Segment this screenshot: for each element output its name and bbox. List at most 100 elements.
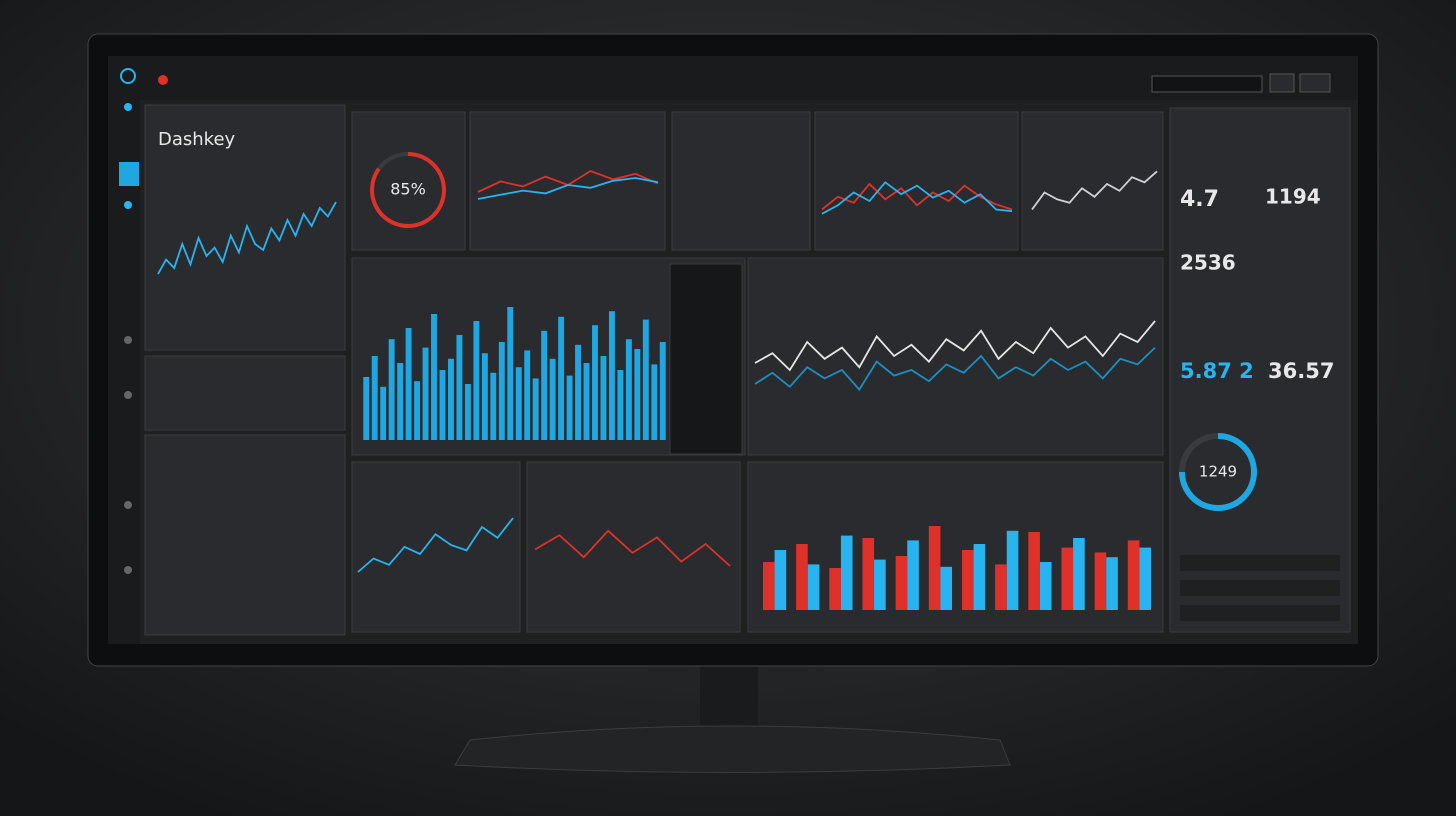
sidebar-item-active[interactable] <box>119 162 139 186</box>
line-series <box>1031 170 1158 211</box>
bar <box>541 330 548 440</box>
bar <box>651 364 658 440</box>
list-row[interactable] <box>1180 555 1340 571</box>
bar <box>380 386 387 440</box>
bar <box>447 358 454 440</box>
dropdown-menu[interactable] <box>669 263 743 455</box>
sidebar-icon[interactable] <box>124 336 132 344</box>
bar <box>1028 532 1040 610</box>
bar <box>940 566 953 610</box>
stat: 2536 <box>1180 251 1236 275</box>
bar <box>566 375 573 440</box>
line-series <box>754 320 1156 372</box>
bar <box>995 564 1007 610</box>
bar <box>397 363 404 440</box>
bar <box>961 550 974 610</box>
sidebar-icon[interactable] <box>124 566 132 574</box>
bar <box>840 535 853 610</box>
sidebar-icon[interactable] <box>124 391 132 399</box>
panel <box>814 111 1019 251</box>
panel <box>671 111 811 251</box>
app-title: Dashkey <box>158 129 236 150</box>
bar <box>796 544 808 610</box>
bar <box>762 562 775 610</box>
monitor-neck <box>700 660 758 730</box>
bar <box>625 339 632 440</box>
sidebar-icon[interactable] <box>124 501 132 509</box>
bar <box>371 356 378 440</box>
monitor-base <box>454 725 1011 773</box>
bar <box>431 314 437 440</box>
line-series <box>534 529 731 567</box>
panel <box>469 111 666 251</box>
bar <box>1039 562 1052 610</box>
bar <box>642 319 649 440</box>
sidebar-icon[interactable] <box>124 103 132 111</box>
stat: 36.57 <box>1268 359 1334 383</box>
bar <box>774 550 787 610</box>
line-series <box>821 182 1013 211</box>
bar <box>1139 547 1152 610</box>
bar <box>1127 540 1140 610</box>
stat: 1194 <box>1265 185 1321 209</box>
nav-button[interactable] <box>1269 73 1295 93</box>
top-bar <box>108 56 1358 100</box>
bar <box>422 347 429 440</box>
panel <box>144 434 346 636</box>
bar <box>600 356 607 440</box>
bar <box>439 370 446 440</box>
bar <box>405 328 412 440</box>
bar <box>464 384 471 440</box>
logo[interactable] <box>120 68 136 84</box>
bar <box>515 367 522 440</box>
bar <box>507 307 514 440</box>
bar <box>473 321 480 440</box>
bar <box>874 559 886 610</box>
sidebar <box>108 100 140 644</box>
list-row[interactable] <box>1180 580 1340 596</box>
bar <box>807 564 820 610</box>
bar <box>1106 557 1118 610</box>
bar <box>592 325 598 440</box>
list-row[interactable] <box>1180 605 1340 621</box>
line-series <box>477 177 659 200</box>
line-series <box>357 517 514 573</box>
bar <box>498 342 505 440</box>
bar <box>532 378 539 440</box>
bar <box>608 311 615 440</box>
gauge-arc <box>370 152 446 228</box>
bar <box>928 526 941 610</box>
bar <box>524 350 531 440</box>
stat: 5.87 2 <box>1180 359 1254 383</box>
bar <box>659 342 666 440</box>
line-series <box>821 181 1013 215</box>
panel <box>1169 107 1351 633</box>
bar <box>634 349 641 440</box>
bar <box>583 363 590 440</box>
bar <box>1094 552 1107 610</box>
panel <box>144 355 346 431</box>
nav-button[interactable] <box>1299 73 1331 93</box>
panel <box>351 461 521 633</box>
search-box[interactable] <box>1151 75 1263 93</box>
line-series <box>157 201 337 275</box>
bar <box>363 377 370 440</box>
bar <box>973 544 986 610</box>
nav-icon[interactable] <box>158 75 168 85</box>
bar <box>1073 538 1085 610</box>
bar <box>414 381 421 440</box>
gauge-label: 85% <box>390 180 426 199</box>
sidebar-icon[interactable] <box>124 201 132 209</box>
bar <box>490 372 497 440</box>
bar <box>549 358 556 440</box>
ring-arc <box>1179 433 1257 511</box>
line-series <box>754 346 1156 392</box>
bar <box>575 344 582 440</box>
bar <box>617 370 624 440</box>
bar <box>481 353 488 440</box>
ring-label: 1249 <box>1199 463 1237 481</box>
bar <box>456 335 463 440</box>
panel <box>526 461 741 633</box>
panels <box>144 104 1351 636</box>
